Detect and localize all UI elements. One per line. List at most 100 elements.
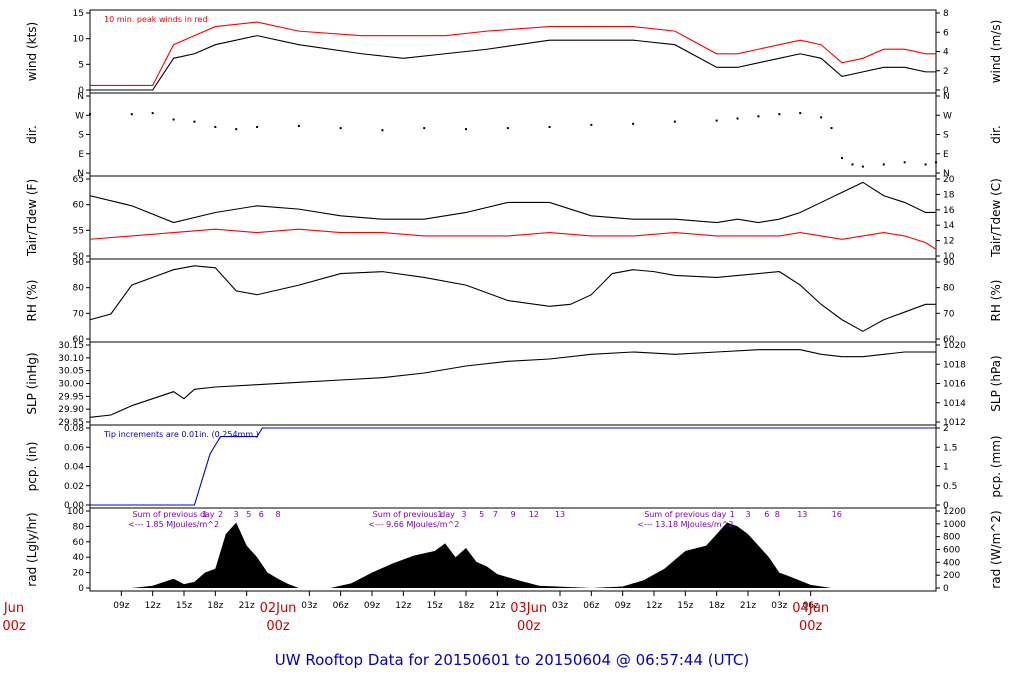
x-tick-label: 03z [552, 601, 568, 611]
y-tick-label-right: 1.5 [943, 443, 957, 453]
chart-annotation: 10 min. peak winds in red [104, 15, 208, 24]
data-point [465, 128, 467, 131]
series-line-1 [89, 228, 937, 250]
radiation-area [131, 522, 936, 588]
y-tick-label: 0.02 [64, 482, 84, 492]
y-axis-label: rad (Lgly/hr) [25, 512, 39, 586]
data-point [830, 127, 833, 130]
day-label: 04Jun [792, 601, 829, 616]
y-axis-label: SLP (inHg) [25, 352, 39, 414]
y-tick-label-right: 0 [943, 501, 949, 511]
y-tick-label-right: 2 [943, 424, 949, 434]
data-point [381, 129, 384, 132]
y-tick-label: E [78, 150, 84, 160]
x-tick-label: 15z [176, 601, 192, 611]
y-tick-label-right: N [943, 169, 950, 179]
y-tick-label: 80 [73, 522, 85, 532]
radiation-hour-mark: 12 [529, 510, 539, 519]
data-point [214, 126, 217, 129]
data-point [256, 126, 259, 129]
x-tick-label: 21z [740, 601, 756, 611]
y-tick-label-right: E [943, 150, 949, 160]
radiation-hour-mark: 3 [461, 510, 466, 519]
data-point [778, 113, 781, 116]
data-point [757, 115, 760, 118]
data-point [151, 112, 154, 115]
series-line-0 [90, 427, 936, 506]
radiation-sum-value: <--- 9.66 MJoules/m^2 [368, 520, 459, 529]
radiation-hour-mark: 3 [234, 510, 239, 519]
y-axis-label-right: pcp. (mm) [989, 435, 1003, 497]
x-tick-label: 03z [301, 601, 317, 611]
data-point [130, 113, 133, 116]
radiation-hour-mark: 1 [202, 510, 207, 519]
y-tick-label: 10 [73, 35, 85, 45]
radiation-hour-mark: 6 [764, 510, 769, 519]
radiation-hour-mark: 8 [275, 510, 280, 519]
y-tick-label: 0.08 [64, 424, 84, 434]
y-axis-label: pcp. (in) [25, 442, 39, 492]
x-tick-label: 12z [646, 601, 662, 611]
panel-frame [89, 92, 937, 177]
x-tick-label: 15z [677, 601, 693, 611]
y-tick-label-right: 8 [943, 9, 949, 19]
y-tick-label: 60 [73, 201, 85, 211]
y-tick-label: 29.90 [58, 405, 84, 415]
data-point [297, 124, 300, 127]
data-point [673, 120, 676, 123]
x-tick-label: 09z [615, 601, 631, 611]
y-tick-label-right: 1018 [943, 360, 966, 370]
y-tick-label: N [77, 92, 84, 102]
radiation-hour-mark: 5 [479, 510, 484, 519]
data-point [903, 161, 906, 164]
radiation-hour-mark: 13 [797, 510, 807, 519]
y-tick-label: 90 [73, 258, 85, 268]
x-tick-label: 06z [333, 601, 349, 611]
y-axis-label-right: RH (%) [989, 280, 1003, 322]
y-tick-label: 30.00 [58, 380, 84, 390]
y-tick-label-right: 80 [943, 284, 955, 294]
y-axis-label-right: SLP (hPa) [989, 355, 1003, 411]
series-line-0 [89, 181, 936, 224]
y-tick-label: 30.10 [58, 354, 84, 364]
data-point [548, 126, 551, 129]
y-tick-label-right: 14 [943, 221, 955, 231]
x-tick-label: 15z [427, 601, 443, 611]
y-tick-label-right: 0 [943, 584, 949, 594]
x-tick-label: 21z [489, 601, 505, 611]
y-tick-label: 0.04 [64, 463, 84, 473]
y-tick-label-right: 10 [943, 252, 955, 262]
data-point [193, 120, 196, 123]
y-tick-label: 15 [73, 9, 84, 19]
y-tick-label-right: 400 [943, 558, 960, 568]
radiation-hour-mark: 16 [832, 510, 842, 519]
data-point [339, 127, 342, 130]
y-tick-label-right: 1012 [943, 418, 966, 428]
y-tick-label-right: 1016 [943, 380, 966, 390]
radiation-hour-mark: 13 [555, 510, 565, 519]
y-tick-label-right: W [943, 111, 952, 121]
day-label: 03Jun [510, 601, 547, 616]
data-point [861, 165, 864, 168]
y-tick-label: 70 [73, 309, 85, 319]
data-point [235, 128, 238, 131]
y-tick-label-right: 18 [943, 190, 955, 200]
y-tick-label-right: 0 [943, 86, 949, 96]
data-point [841, 157, 843, 160]
data-point [89, 113, 91, 116]
data-point [736, 117, 739, 120]
day-hour-label: 00z [266, 619, 290, 634]
y-tick-label: 0.00 [64, 501, 84, 511]
y-tick-label: 55 [73, 226, 84, 236]
y-tick-label-right: 60 [943, 335, 955, 345]
y-tick-label-right: 16 [943, 206, 955, 216]
x-tick-label: 18z [207, 601, 223, 611]
radiation-hour-mark: 1 [437, 510, 442, 519]
y-tick-label-right: N [943, 92, 950, 102]
radiation-hour-mark: 9 [510, 510, 515, 519]
radiation-sum-label: Sum of previous day [373, 510, 455, 519]
y-axis-label: RH (%) [25, 280, 39, 322]
